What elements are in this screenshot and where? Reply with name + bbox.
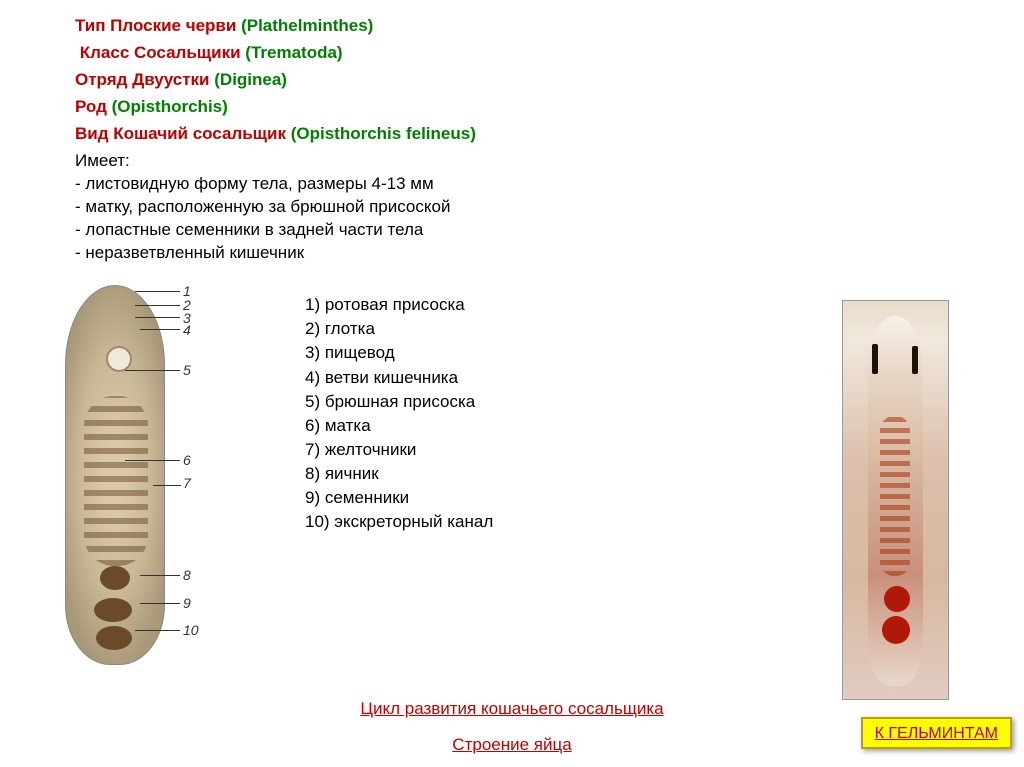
photo-mark bbox=[912, 346, 918, 374]
order-latin: (Diginea) bbox=[214, 70, 287, 89]
legend-item: 4) ветви кишечника bbox=[305, 366, 493, 390]
char-item: - листовидную форму тела, размеры 4-13 м… bbox=[75, 173, 1024, 196]
leader-line bbox=[140, 329, 180, 330]
taxonomy-species: Вид Кошачий сосальщик (Opisthorchis feli… bbox=[75, 123, 1024, 145]
leader-line bbox=[135, 317, 180, 318]
legend-item: 2) глотка bbox=[305, 317, 493, 341]
leader-line bbox=[125, 460, 180, 461]
legend-item: 3) пищевод bbox=[305, 341, 493, 365]
helminths-button[interactable]: К ГЕЛЬМИНТАМ bbox=[861, 717, 1012, 749]
helminths-button-label: К ГЕЛЬМИНТАМ bbox=[875, 725, 998, 742]
legend-item: 5) брюшная присоска bbox=[305, 390, 493, 414]
type-latin: (Plathelminthes) bbox=[241, 16, 373, 35]
leader-line bbox=[153, 485, 181, 486]
species-label: Вид Кошачий сосальщик bbox=[75, 124, 286, 143]
class-latin: (Trematoda) bbox=[245, 43, 342, 62]
photo-mark bbox=[872, 344, 878, 374]
leader-line bbox=[135, 305, 180, 306]
anatomy-legend: 1) ротовая присоска 2) глотка 3) пищевод… bbox=[305, 293, 493, 534]
num-5: 5 bbox=[183, 362, 191, 378]
class-label: Класс Сосальщики bbox=[80, 43, 241, 62]
testis-spot bbox=[96, 626, 132, 650]
worm-outline bbox=[65, 285, 165, 665]
photo-testis bbox=[882, 616, 910, 644]
photo-testis bbox=[884, 586, 910, 612]
num-7: 7 bbox=[183, 475, 191, 491]
order-label: Отряд Двуустки bbox=[75, 70, 210, 89]
anatomy-diagram: 1 2 3 4 5 6 7 8 9 10 bbox=[45, 275, 220, 670]
taxonomy-order: Отряд Двуустки (Diginea) bbox=[75, 69, 1024, 91]
leader-line bbox=[135, 630, 180, 631]
specimen-photo bbox=[842, 300, 949, 700]
leader-line bbox=[140, 603, 180, 604]
legend-item: 6) матка bbox=[305, 414, 493, 438]
photo-worm-body bbox=[868, 316, 923, 686]
link-cycle-row: Цикл развития кошачьего сосальщика bbox=[0, 699, 1024, 719]
leader-line bbox=[125, 370, 180, 371]
char-item: - неразветвленный кишечник bbox=[75, 242, 1024, 265]
legend-item: 10) экскреторный канал bbox=[305, 510, 493, 534]
type-label: Тип Плоские черви bbox=[75, 16, 236, 35]
taxonomy-genus: Род (Opisthorchis) bbox=[75, 96, 1024, 118]
testis-spot bbox=[94, 598, 132, 622]
leader-line bbox=[140, 575, 180, 576]
num-9: 9 bbox=[183, 595, 191, 611]
taxonomy-type: Тип Плоские черви (Plathelminthes) bbox=[75, 15, 1024, 37]
num-6: 6 bbox=[183, 452, 191, 468]
has-label: Имеет: bbox=[75, 150, 1024, 173]
num-10: 10 bbox=[183, 622, 199, 638]
num-8: 8 bbox=[183, 567, 191, 583]
legend-item: 8) яичник bbox=[305, 462, 493, 486]
legend-item: 9) семенники bbox=[305, 486, 493, 510]
legend-item: 7) желточники bbox=[305, 438, 493, 462]
species-latin: (Opisthorchis felineus) bbox=[291, 124, 476, 143]
ovary-spot bbox=[100, 566, 130, 590]
char-item: - лопастные семенники в задней части тел… bbox=[75, 219, 1024, 242]
characteristics-block: Имеет: - листовидную форму тела, размеры… bbox=[75, 150, 1024, 265]
legend-item: 1) ротовая присоска bbox=[305, 293, 493, 317]
num-4: 4 bbox=[183, 322, 191, 338]
genus-label: Род bbox=[75, 97, 107, 116]
link-egg[interactable]: Строение яйца bbox=[452, 735, 571, 754]
char-item: - матку, расположенную за брюшной присос… bbox=[75, 196, 1024, 219]
genus-latin: (Opisthorchis) bbox=[112, 97, 228, 116]
leader-line bbox=[135, 291, 180, 292]
taxonomy-class: Класс Сосальщики (Trematoda) bbox=[75, 42, 1024, 64]
link-cycle[interactable]: Цикл развития кошачьего сосальщика bbox=[360, 699, 663, 718]
